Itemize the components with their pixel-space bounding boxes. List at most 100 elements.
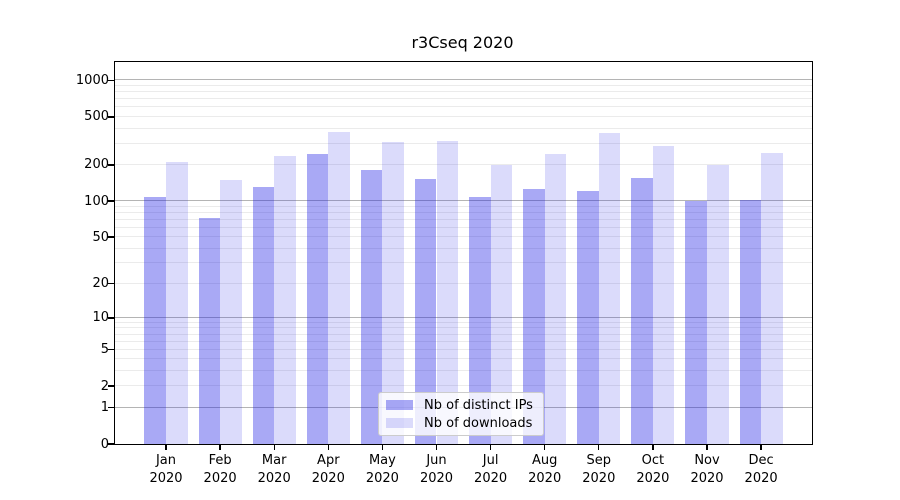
bar-downloads-jul xyxy=(490,165,513,444)
y-tick-mark xyxy=(107,385,114,387)
x-tick-month: Mar xyxy=(261,453,287,468)
y-tick-label: 5 xyxy=(100,342,109,358)
x-tick-mark xyxy=(706,444,708,450)
minor-gridline xyxy=(115,327,812,329)
bar-distinct-ips-nov xyxy=(685,201,707,444)
minor-gridline xyxy=(115,370,812,372)
x-tick-label: Jul 2020 xyxy=(463,452,519,487)
x-tick-label: May 2020 xyxy=(354,452,410,487)
x-tick-label: Oct 2020 xyxy=(625,452,681,487)
x-tick-mark xyxy=(760,444,762,450)
x-tick-year: 2020 xyxy=(690,470,724,486)
y-tick-mark xyxy=(107,116,114,118)
bar-distinct-ips-oct xyxy=(631,177,653,444)
chart-title: r3Cseq 2020 xyxy=(411,33,514,52)
minor-gridline xyxy=(115,282,812,284)
x-tick-year: 2020 xyxy=(311,470,345,486)
y-tick-mark xyxy=(107,349,114,351)
bar-distinct-ips-apr xyxy=(306,154,329,444)
x-tick-month: May xyxy=(368,453,396,468)
y-tick-mark xyxy=(107,164,114,166)
bar-distinct-ips-dec xyxy=(739,200,762,444)
legend: Nb of distinct IPs Nb of downloads xyxy=(378,392,544,436)
minor-gridline xyxy=(115,262,812,264)
bar-downloads-aug xyxy=(544,154,567,444)
minor-gridline xyxy=(115,236,812,238)
minor-gridline xyxy=(115,211,812,213)
x-tick-label: Sep 2020 xyxy=(571,452,627,487)
bar-distinct-ips-jun xyxy=(414,178,437,444)
x-tick-mark xyxy=(219,444,221,450)
legend-swatch-downloads xyxy=(386,418,413,428)
bar-distinct-ips-mar xyxy=(252,187,275,444)
x-tick-mark xyxy=(273,444,275,450)
minor-gridline xyxy=(115,85,812,87)
bar-distinct-ips-feb xyxy=(198,218,221,444)
y-tick-mark xyxy=(107,200,114,202)
x-tick-month: Jun xyxy=(426,453,447,468)
x-tick-month: Dec xyxy=(748,453,774,468)
minor-gridline xyxy=(115,142,812,144)
minor-gridline xyxy=(115,321,812,323)
bar-distinct-ips-may xyxy=(360,170,383,444)
x-tick-month: Sep xyxy=(586,453,612,468)
x-tick-month: Oct xyxy=(641,453,665,468)
x-tick-year: 2020 xyxy=(528,470,562,486)
x-tick-month: Jul xyxy=(482,453,499,468)
bar-downloads-may xyxy=(382,141,404,444)
x-tick-mark xyxy=(489,444,492,450)
x-tick-label: Apr 2020 xyxy=(300,452,356,487)
y-tick-label: 1 xyxy=(100,400,109,416)
minor-gridline xyxy=(115,91,812,93)
x-tick-year: 2020 xyxy=(744,470,778,486)
major-gridline xyxy=(115,316,812,318)
y-tick-label: 0 xyxy=(100,436,109,452)
minor-gridline xyxy=(115,348,812,350)
bar-downloads-oct xyxy=(652,146,675,444)
major-gridline xyxy=(115,200,812,202)
minor-gridline xyxy=(115,358,812,360)
x-tick-label: Mar 2020 xyxy=(246,452,302,487)
x-tick-year: 2020 xyxy=(636,470,670,486)
legend-swatch-distinct-ips xyxy=(386,400,413,410)
y-tick-mark xyxy=(107,406,114,409)
x-tick-label: Feb 2020 xyxy=(192,452,248,487)
bar-distinct-ips-jul xyxy=(469,197,491,444)
x-tick-label: Jan 2020 xyxy=(138,452,194,487)
minor-gridline xyxy=(115,115,812,117)
bar-downloads-jun xyxy=(436,141,459,444)
legend-label: Nb of distinct IPs xyxy=(424,397,533,413)
minor-gridline xyxy=(115,226,812,228)
minor-gridline xyxy=(115,247,812,249)
x-tick-mark xyxy=(165,444,167,450)
bar-downloads-feb xyxy=(220,180,242,444)
bar-downloads-sep xyxy=(598,133,621,444)
x-tick-year: 2020 xyxy=(365,470,399,486)
x-tick-month: Nov xyxy=(694,453,720,468)
x-tick-mark xyxy=(435,444,438,450)
minor-gridline xyxy=(115,218,812,220)
minor-gridline xyxy=(115,127,812,129)
x-tick-year: 2020 xyxy=(203,470,237,486)
y-tick-mark xyxy=(107,283,114,285)
x-tick-label: Dec 2020 xyxy=(733,452,789,487)
x-tick-year: 2020 xyxy=(419,470,454,486)
x-tick-mark xyxy=(544,444,546,450)
x-tick-month: Feb xyxy=(208,453,232,468)
legend-label: Nb of downloads xyxy=(424,415,533,431)
bar-distinct-ips-jan xyxy=(144,197,166,444)
x-tick-year: 2020 xyxy=(257,470,291,486)
bar-distinct-ips-sep xyxy=(577,191,599,444)
minor-gridline xyxy=(115,385,812,387)
bar-downloads-nov xyxy=(707,164,729,444)
legend-row: Nb of downloads xyxy=(386,416,536,431)
x-tick-mark xyxy=(598,444,600,450)
x-tick-mark xyxy=(652,444,654,450)
x-tick-label: Aug 2020 xyxy=(517,452,573,487)
y-tick-label: 1000 xyxy=(75,72,109,88)
y-tick-label: 10 xyxy=(92,310,109,326)
bar-downloads-dec xyxy=(761,153,783,444)
x-tick-year: 2020 xyxy=(149,470,183,486)
minor-gridline xyxy=(115,205,812,207)
